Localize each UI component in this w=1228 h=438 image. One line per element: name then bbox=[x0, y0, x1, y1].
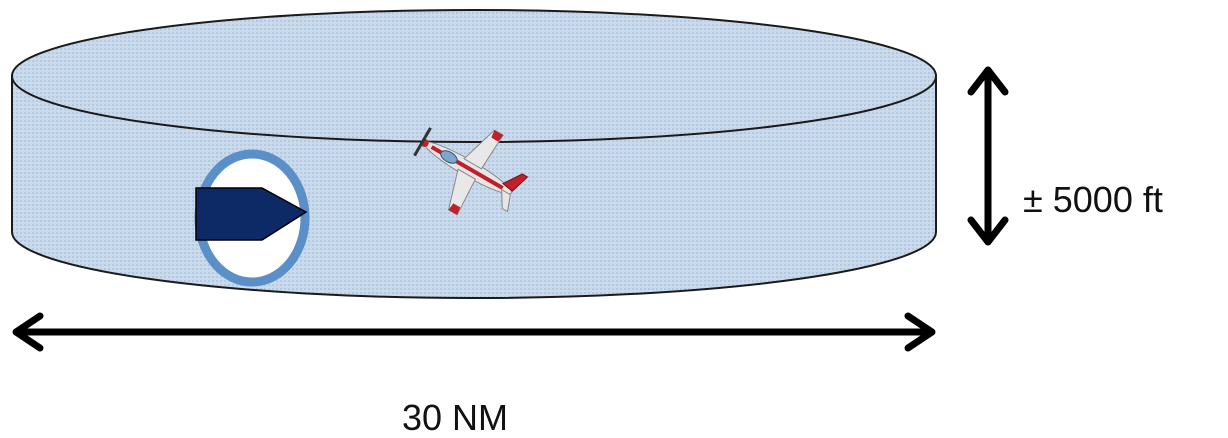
intruder-marker-icon bbox=[194, 149, 310, 287]
height-label: ± 5000 ft bbox=[1023, 179, 1163, 220]
cylinder-top bbox=[11, 9, 937, 143]
height-arrow bbox=[967, 66, 1009, 246]
width-label: 30 NM bbox=[402, 397, 509, 438]
aircraft-icon bbox=[413, 127, 529, 216]
width-arrow bbox=[12, 312, 936, 352]
